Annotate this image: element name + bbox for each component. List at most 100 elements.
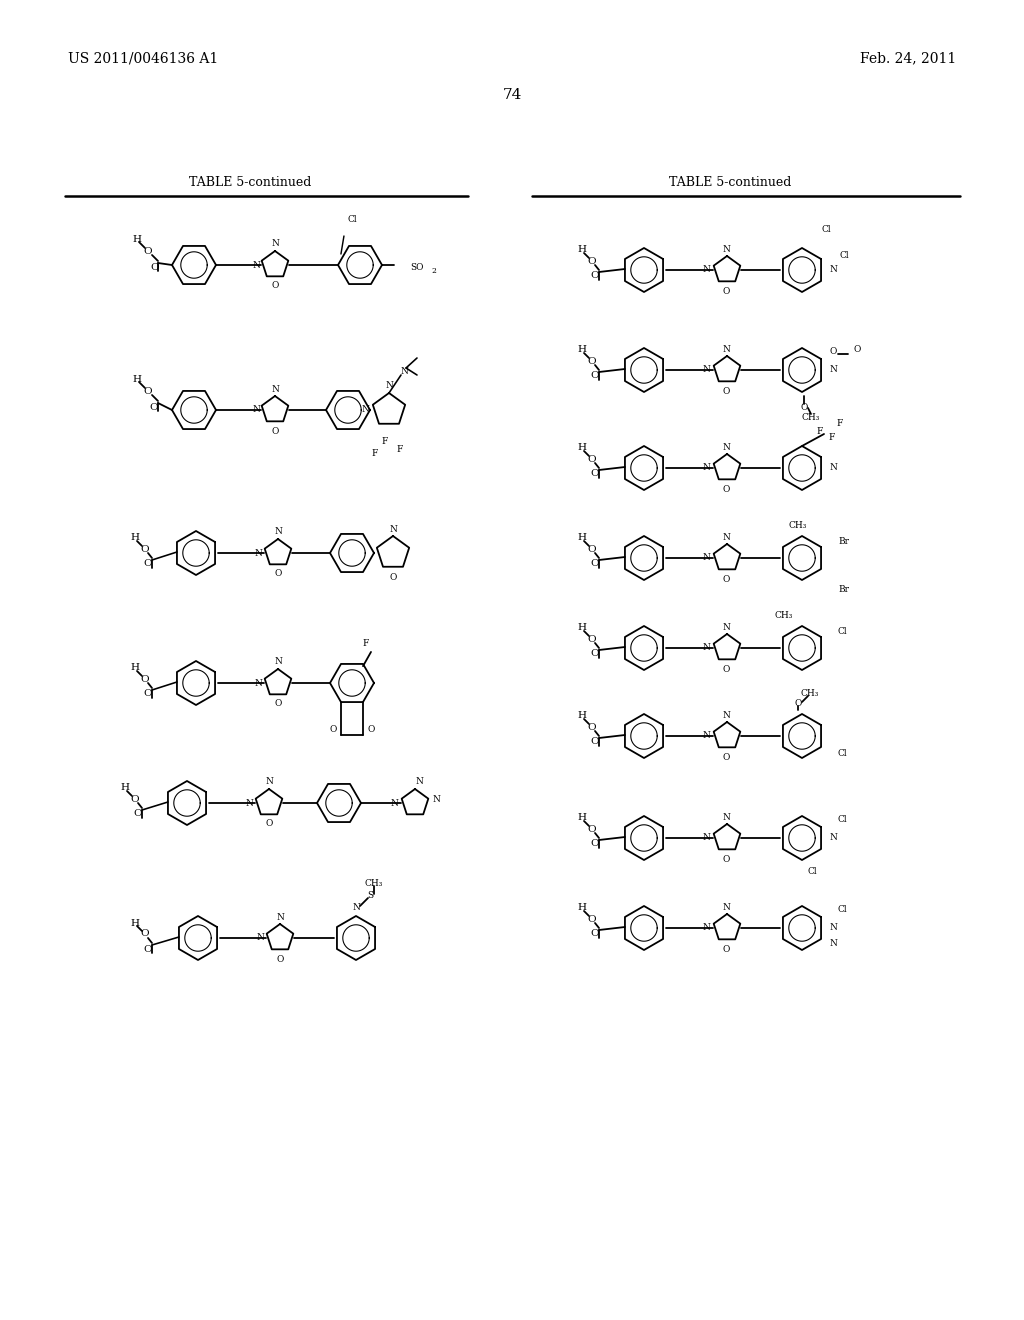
Text: N: N <box>252 405 260 414</box>
Text: O: O <box>795 700 802 709</box>
Text: O: O <box>368 725 375 734</box>
Text: N: N <box>722 710 730 719</box>
Text: O: O <box>854 346 861 355</box>
Text: F: F <box>837 420 843 429</box>
Text: Cl: Cl <box>821 226 830 235</box>
Text: H: H <box>132 375 141 384</box>
Text: H: H <box>120 784 129 792</box>
Text: N: N <box>702 924 710 932</box>
Text: N: N <box>274 528 282 536</box>
Text: N: N <box>722 623 730 631</box>
Text: O: O <box>722 484 730 494</box>
Text: Cl: Cl <box>807 867 817 876</box>
Text: N: N <box>389 524 397 533</box>
Text: O: O <box>271 281 279 290</box>
Text: H: H <box>577 623 586 632</box>
Text: O: O <box>588 454 596 463</box>
Text: N: N <box>830 265 838 275</box>
Text: N: N <box>390 799 398 808</box>
Text: Cl: Cl <box>838 750 848 759</box>
Text: N: N <box>702 731 710 741</box>
Text: O: O <box>830 347 838 356</box>
Text: N: N <box>432 795 440 804</box>
Text: O: O <box>389 573 396 582</box>
Text: F: F <box>828 433 836 442</box>
Text: CH₃: CH₃ <box>801 689 819 698</box>
Text: H: H <box>132 235 141 244</box>
Text: N: N <box>245 799 253 808</box>
Text: N: N <box>722 345 730 354</box>
Text: N: N <box>830 366 838 375</box>
Text: N: N <box>722 903 730 912</box>
Text: O: O <box>588 544 596 553</box>
Text: N: N <box>352 903 360 912</box>
Text: N: N <box>702 833 710 842</box>
Text: O: O <box>722 752 730 762</box>
Text: O: O <box>276 954 284 964</box>
Text: TABLE 5-continued: TABLE 5-continued <box>669 177 792 190</box>
Text: F: F <box>362 639 370 648</box>
Text: N: N <box>276 912 284 921</box>
Text: O: O <box>330 725 337 734</box>
Text: Br: Br <box>838 586 849 594</box>
Text: H: H <box>130 533 139 543</box>
Text: H: H <box>577 813 586 822</box>
Text: N: N <box>400 367 408 375</box>
Text: S: S <box>367 891 373 900</box>
Text: N: N <box>274 657 282 667</box>
Text: CH₃: CH₃ <box>775 611 794 620</box>
Text: N: N <box>830 924 838 932</box>
Text: N: N <box>256 933 264 942</box>
Text: F: F <box>382 437 388 446</box>
Text: O: O <box>591 371 599 380</box>
Text: O: O <box>131 795 139 804</box>
Text: O: O <box>143 945 153 953</box>
Text: O: O <box>591 470 599 479</box>
Text: Cl: Cl <box>347 214 356 223</box>
Text: O: O <box>591 272 599 281</box>
Text: N: N <box>830 940 838 949</box>
Text: O: O <box>140 675 150 684</box>
Text: N: N <box>830 463 838 473</box>
Text: CH₃: CH₃ <box>365 879 383 888</box>
Text: Cl: Cl <box>840 252 850 260</box>
Text: N: N <box>702 265 710 275</box>
Text: N: N <box>271 239 279 248</box>
Text: O: O <box>722 854 730 863</box>
Text: H: H <box>577 346 586 355</box>
Text: CH₃: CH₃ <box>788 521 807 531</box>
Text: O: O <box>143 247 153 256</box>
Text: N: N <box>254 678 262 688</box>
Text: F: F <box>397 446 403 454</box>
Text: US 2011/0046136 A1: US 2011/0046136 A1 <box>68 51 218 65</box>
Text: O: O <box>801 403 808 412</box>
Text: Cl: Cl <box>838 906 848 915</box>
Text: O: O <box>588 635 596 644</box>
Text: O: O <box>265 820 272 829</box>
Text: H: H <box>577 444 586 453</box>
Text: Feb. 24, 2011: Feb. 24, 2011 <box>860 51 956 65</box>
Text: O: O <box>591 560 599 569</box>
Text: O: O <box>274 700 282 709</box>
Text: SO: SO <box>410 263 424 272</box>
Text: H: H <box>577 533 586 543</box>
Text: O: O <box>591 840 599 849</box>
Text: F: F <box>817 428 823 437</box>
Text: O: O <box>722 945 730 953</box>
Text: O: O <box>588 356 596 366</box>
Text: N: N <box>415 777 423 787</box>
Text: O: O <box>591 738 599 747</box>
Text: N: N <box>722 813 730 821</box>
Text: H: H <box>130 919 139 928</box>
Text: O: O <box>134 809 142 818</box>
Text: H: H <box>577 246 586 255</box>
Text: O: O <box>150 403 159 412</box>
Text: O: O <box>143 689 153 698</box>
Text: N: N <box>254 549 262 557</box>
Text: O: O <box>588 722 596 731</box>
Text: Br: Br <box>838 537 849 546</box>
Text: O: O <box>271 426 279 436</box>
Text: O: O <box>591 929 599 939</box>
Text: O: O <box>140 929 150 939</box>
Text: N: N <box>702 366 710 375</box>
